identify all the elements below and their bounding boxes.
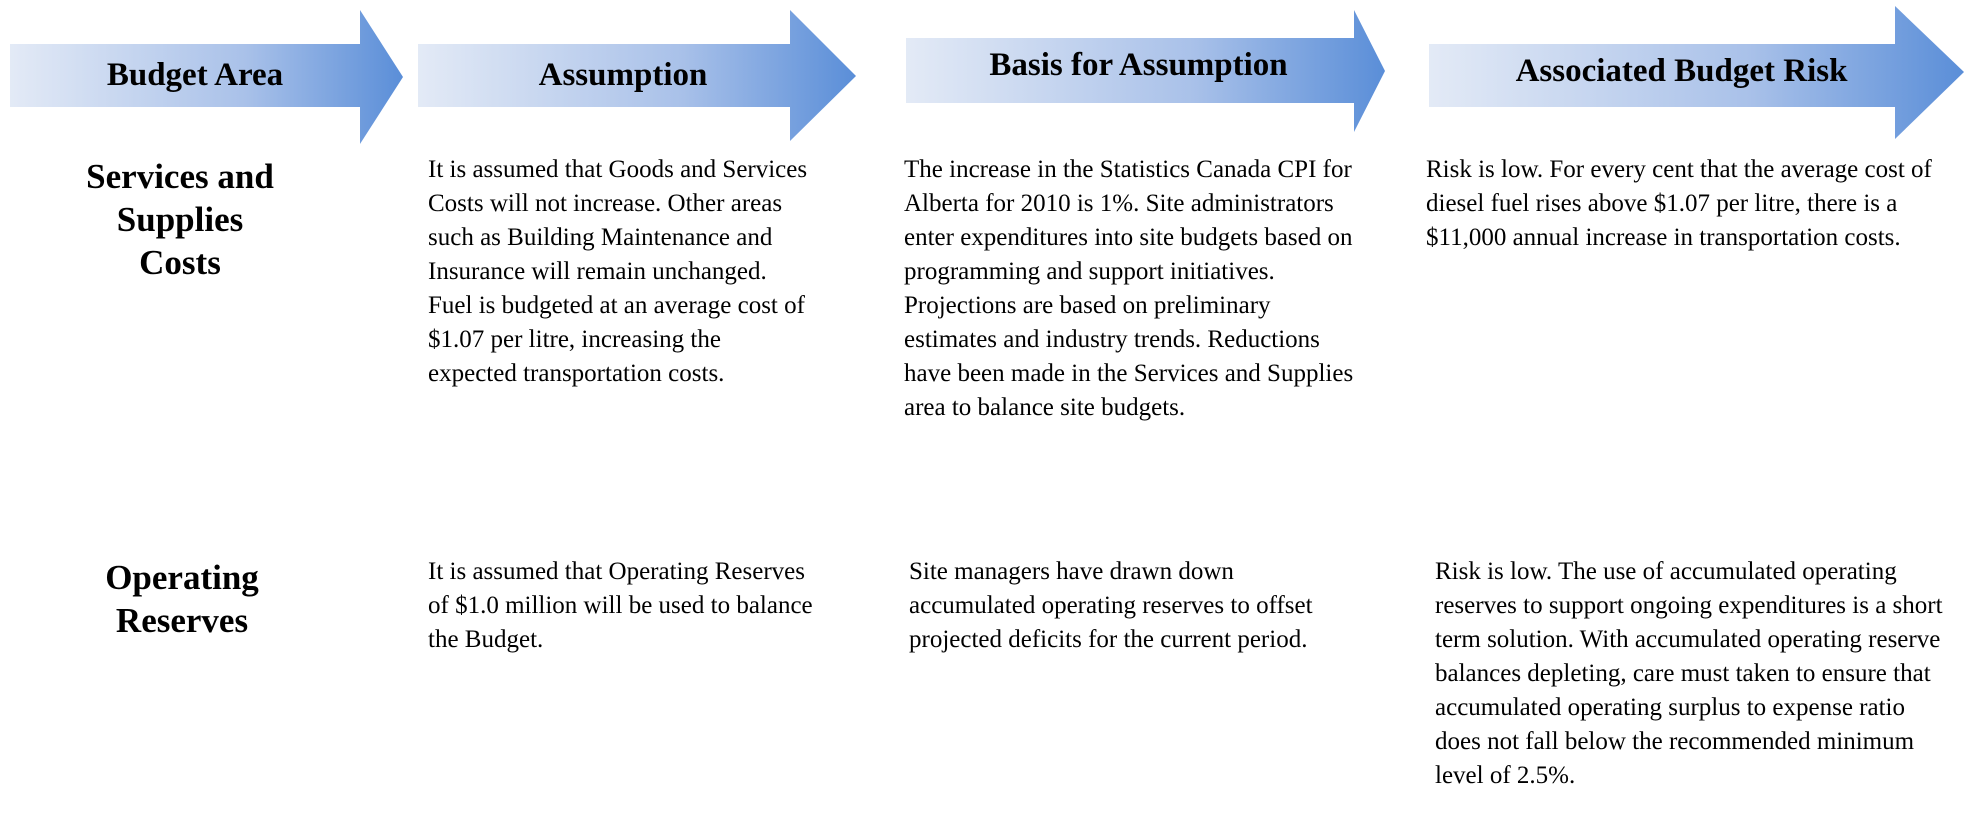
header: Associated Budget Risk [1515, 53, 1848, 89]
risk: Risk is low. The use of accumulated oper… [1435, 558, 1943, 789]
budget-area: Operating Reserves [105, 558, 259, 640]
arrow [1429, 6, 1964, 139]
assumption: It is assumed that Operating Reserves of… [428, 558, 813, 653]
assumption: It is assumed that Goods and Services Co… [428, 156, 808, 387]
header: Assumption [538, 57, 708, 93]
arrow [10, 10, 403, 144]
basis: Site managers have drawn down accumulate… [909, 558, 1313, 653]
arrow [906, 10, 1385, 132]
header: Budget Area [106, 57, 284, 93]
header: Basis for Assumption [989, 47, 1288, 83]
budget-area: Services and Supplies Costs [86, 157, 274, 282]
risk: Risk is low. For every cent that the ave… [1426, 156, 1932, 251]
basis: The increase in the Statistics Canada CP… [904, 156, 1354, 421]
arrow [418, 10, 856, 141]
